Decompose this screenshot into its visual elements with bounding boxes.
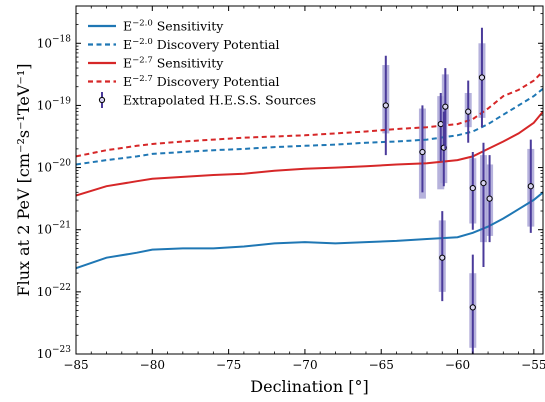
y-tick-exponent: −21 (52, 221, 71, 231)
y-axis-label: Flux at 2 PeV [cm⁻²s⁻¹TeV⁻¹] (14, 64, 33, 297)
y-tick-label: 10−20 (37, 159, 72, 175)
legend-label-1: E−2.0 Discovery Potential (123, 37, 280, 52)
legend-rest: Discovery Potential (153, 74, 280, 89)
y-tick-exponent: −20 (52, 159, 71, 169)
y-tick-label: 10−21 (37, 221, 71, 237)
legend-base: E (123, 37, 132, 52)
source-point-4 (442, 103, 449, 110)
y-tick-exponent: −18 (52, 34, 71, 44)
series-line-3 (76, 70, 543, 158)
source-point-12 (527, 183, 534, 190)
source-point-11 (486, 195, 493, 202)
legend-base: E (123, 56, 132, 71)
series-line-1 (76, 87, 543, 166)
legend-rest: Sensitivity (153, 56, 225, 71)
legend-exponent: −2.0 (132, 19, 153, 29)
y-tick-label: 10−19 (37, 96, 72, 112)
source-point-9 (478, 74, 486, 81)
y-tick-exponent: −23 (52, 345, 71, 355)
legend-rest: Sensitivity (153, 19, 225, 34)
legend-exponent: −2.7 (132, 74, 153, 84)
plot-content (76, 27, 543, 354)
x-tick-label: −55 (521, 358, 545, 372)
y-tick-label: 10−23 (37, 345, 72, 361)
y-tick-label: 10−22 (37, 283, 71, 299)
series-line-2 (76, 110, 543, 197)
source-point-6 (465, 108, 472, 115)
x-tick-label: −75 (216, 358, 241, 372)
legend-label-sources: Extrapolated H.E.S.S. Sources (123, 93, 316, 108)
legend-base: E (123, 74, 132, 89)
source-point-0 (382, 102, 389, 109)
source-point-2 (437, 120, 444, 128)
source-point-5 (439, 254, 446, 261)
plot-area (76, 27, 543, 354)
y-tick-exponent: −19 (52, 96, 71, 106)
axis-ticks: −85 −80 −75 −70 −65 −60 −5510−2310−2210−2110−2… (37, 6, 545, 372)
x-axis-label: Declination [°] (250, 377, 368, 396)
source-point-8 (469, 304, 476, 311)
legend-base: E (123, 19, 132, 34)
legend-exponent: −2.7 (132, 56, 153, 66)
x-tick-label: −80 (140, 358, 165, 372)
x-tick-label: −65 (369, 358, 394, 372)
source-point-1 (419, 148, 426, 156)
legend-label-3: E−2.7 Discovery Potential (123, 74, 280, 89)
source-point-10 (480, 180, 487, 187)
legend-rest: Discovery Potential (153, 37, 280, 52)
source-point-7 (469, 184, 476, 192)
y-tick-base: 10 (37, 36, 52, 50)
legend-label-0: E−2.0 Sensitivity (123, 19, 224, 34)
y-tick-label: 10−18 (37, 34, 72, 50)
y-tick-exponent: −22 (52, 283, 71, 293)
x-tick-label: −70 (292, 358, 317, 372)
series-line-0 (76, 191, 543, 270)
y-tick-base: 10 (37, 161, 52, 175)
plot-frame (75, 5, 544, 355)
y-tick-base: 10 (37, 347, 52, 361)
legend-label-2: E−2.7 Sensitivity (123, 56, 224, 71)
y-tick-base: 10 (37, 285, 52, 299)
x-tick-label: −85 (63, 358, 88, 372)
legend-exponent: −2.0 (132, 37, 153, 47)
x-tick-label: −60 (445, 358, 470, 372)
y-tick-base: 10 (37, 98, 52, 112)
legend-source-marker (98, 96, 106, 104)
y-tick-base: 10 (37, 223, 52, 237)
